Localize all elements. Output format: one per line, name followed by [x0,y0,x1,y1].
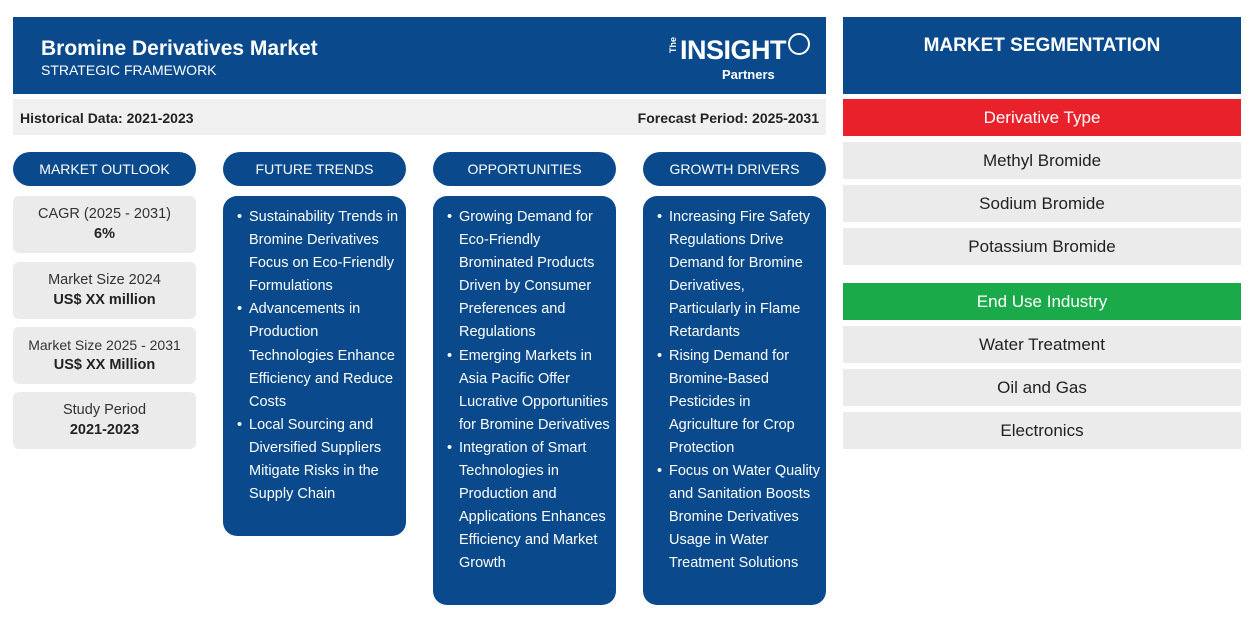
segment-item: Water Treatment [843,326,1241,363]
logo-ring-icon [788,33,810,55]
list-item: Increasing Fire Safety Regulations Drive… [649,206,820,345]
report-title: Bromine Derivatives Market [41,37,318,60]
stat-value: 6% [94,226,115,242]
insight-partners-logo: The INSIGHT Partners [668,31,810,87]
future-trends-list: Sustainability Trends in Bromine Derivat… [229,206,400,506]
list-item: Sustainability Trends in Bromine Derivat… [229,206,400,298]
stat-card-study-period: Study Period 2021-2023 [13,392,196,449]
stat-card-market-size-forecast: Market Size 2025 - 2031 US$ XX Million [13,327,196,384]
forecast-period: Forecast Period: 2025-2031 [637,110,819,126]
segment-category-end-use-industry: End Use Industry [843,283,1241,320]
historical-data: Historical Data: 2021-2023 [20,110,194,126]
list-item: Growing Demand for Eco-Friendly Brominat… [439,206,610,345]
stat-value: 2021-2023 [69,422,140,438]
opportunities-panel: Growing Demand for Eco-Friendly Brominat… [433,196,616,605]
stat-label: CAGR (2025 - 2031) [38,206,171,222]
opportunities-heading: OPPORTUNITIES [433,152,616,186]
segment-item: Sodium Bromide [843,185,1241,222]
report-subtitle: STRATEGIC FRAMEWORK [41,62,217,78]
stat-value: US$ XX million [53,292,156,308]
list-item: Emerging Markets in Asia Pacific Offer L… [439,345,610,437]
segment-category-derivative-type: Derivative Type [843,99,1241,136]
opportunities-list: Growing Demand for Eco-Friendly Brominat… [439,206,610,576]
list-item: Integration of Smart Technologies in Pro… [439,437,610,576]
stat-label: Market Size 2025 - 2031 [28,337,181,353]
market-outlook-heading: MARKET OUTLOOK [13,152,196,186]
stat-card-market-size-2024: Market Size 2024 US$ XX million [13,262,196,319]
logo-partners-text: Partners [722,67,775,82]
future-trends-heading: FUTURE TRENDS [223,152,406,186]
stat-label: Study Period [62,402,147,418]
list-item: Focus on Water Quality and Sanitation Bo… [649,460,820,575]
list-item: Advancements in Production Technologies … [229,298,400,413]
logo-main-text: INSIGHT [680,35,787,65]
future-trends-panel: Sustainability Trends in Bromine Derivat… [223,196,406,536]
stat-label: Market Size 2024 [48,272,161,288]
segment-item: Methyl Bromide [843,142,1241,179]
market-segmentation-heading: MARKET SEGMENTATION [843,17,1241,94]
segment-item: Electronics [843,412,1241,449]
report-header: Bromine Derivatives Market STRATEGIC FRA… [13,17,826,94]
stat-value: US$ XX Million [53,357,156,373]
growth-drivers-heading: GROWTH DRIVERS [643,152,826,186]
segment-item: Oil and Gas [843,369,1241,406]
list-item: Local Sourcing and Diversified Suppliers… [229,414,400,506]
list-item: Rising Demand for Bromine-Based Pesticid… [649,345,820,460]
segment-item: Potassium Bromide [843,228,1241,265]
growth-drivers-panel: Increasing Fire Safety Regulations Drive… [643,196,826,605]
stat-card-cagr: CAGR (2025 - 2031) 6% [13,196,196,253]
period-bar: Historical Data: 2021-2023 Forecast Peri… [13,99,826,135]
logo-the-text: The [668,37,678,54]
growth-drivers-list: Increasing Fire Safety Regulations Drive… [649,206,820,576]
